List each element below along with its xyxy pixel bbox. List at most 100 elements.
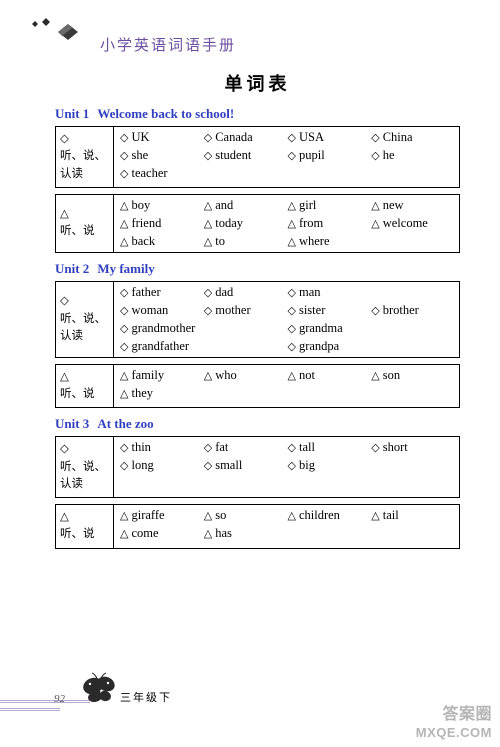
word-text: China: [383, 130, 413, 145]
watermark-line1: 答案圈: [416, 705, 492, 725]
box-content: ◇father◇dad◇man◇woman◇mother◇sister◇brot…: [114, 282, 459, 357]
watermark-line2: MXQE.COM: [416, 725, 492, 741]
word-text: they: [131, 386, 153, 401]
box-content: △giraffe△so△children△tail△come△has: [114, 505, 459, 548]
word-item: △has: [204, 526, 286, 541]
word-text: grandfather: [131, 339, 189, 354]
triangle-icon: △: [120, 369, 128, 382]
word-item: ◇woman: [120, 303, 202, 318]
diamond-icon: ◇: [204, 441, 212, 454]
diamond-icon: ◇: [288, 322, 296, 335]
vocab-box: ◇听、说、认读◇father◇dad◇man◇woman◇mother◇sist…: [55, 281, 460, 358]
word-text: brother: [383, 303, 419, 318]
word-text: fat: [215, 440, 228, 455]
unit-name: At the zoo: [97, 416, 153, 431]
triangle-icon: △: [204, 235, 212, 248]
triangle-icon: △: [120, 235, 128, 248]
word-item: △son: [371, 368, 453, 383]
word-item: △so: [204, 508, 286, 523]
word-item: △children: [288, 508, 370, 523]
diamond-icon: ◇: [204, 304, 212, 317]
diamond-icon: ◇: [120, 149, 128, 162]
triangle-icon: △: [288, 217, 296, 230]
page: 小学英语词语手册 单词表 Unit 1Welcome back to schoo…: [0, 0, 500, 549]
page-number: 92: [54, 693, 65, 705]
word-text: student: [215, 148, 251, 163]
unit-number: Unit 1: [55, 106, 89, 121]
word-item: ◇pupil: [288, 148, 370, 163]
triangle-icon: △: [288, 199, 296, 212]
box-category-line: △: [60, 369, 109, 386]
footer-rule-1: [0, 700, 90, 703]
word-item: △girl: [288, 198, 370, 213]
word-text: welcome: [383, 216, 428, 231]
box-category-line: △: [60, 206, 109, 223]
word-text: from: [299, 216, 323, 231]
word-item: [371, 285, 453, 300]
word-item: △tail: [371, 508, 453, 523]
diamond-icon: ◇: [288, 286, 296, 299]
triangle-icon: △: [120, 199, 128, 212]
word-item: ◇mother: [204, 303, 286, 318]
box-category-line: 听、说: [60, 223, 109, 240]
vocab-box: △听、说△giraffe△so△children△tail△come△has: [55, 504, 460, 549]
vocab-box: △听、说△family△who△not△son△they: [55, 364, 460, 409]
word-item: ◇man: [288, 285, 370, 300]
word-item: △not: [288, 368, 370, 383]
box-category-line: 认读: [60, 328, 109, 345]
word-text: he: [383, 148, 395, 163]
box-category-label: △听、说: [56, 505, 114, 548]
word-text: Canada: [215, 130, 252, 145]
footer-rule-2: [0, 708, 60, 711]
diamond-icon: ◇: [204, 131, 212, 144]
box-category-line: ◇: [60, 441, 109, 458]
unit-title: Unit 2My family: [55, 261, 460, 277]
unit-number: Unit 2: [55, 261, 89, 276]
word-text: family: [131, 368, 164, 383]
triangle-icon: △: [288, 369, 296, 382]
word-text: USA: [299, 130, 324, 145]
diamond-icon: ◇: [371, 441, 379, 454]
word-item: ◇USA: [288, 130, 370, 145]
word-text: UK: [131, 130, 149, 145]
diamond-icon: ◇: [120, 304, 128, 317]
box-content: △boy△and△girl△new△friend△today△from△welc…: [114, 195, 459, 252]
triangle-icon: △: [120, 509, 128, 522]
word-text: sister: [299, 303, 325, 318]
word-item: △family: [120, 368, 202, 383]
triangle-icon: △: [204, 217, 212, 230]
box-category-label: ◇听、说、认读: [56, 282, 114, 357]
word-item: △from: [288, 216, 370, 231]
triangle-icon: △: [371, 369, 379, 382]
triangle-icon: △: [204, 199, 212, 212]
word-text: has: [215, 526, 232, 541]
box-category-line: ◇: [60, 293, 109, 310]
diamond-icon: ◇: [371, 304, 379, 317]
word-item: △back: [120, 234, 202, 249]
word-text: woman: [131, 303, 168, 318]
word-text: children: [299, 508, 340, 523]
box-category-line: ◇: [60, 131, 109, 148]
word-text: grandmother: [131, 321, 195, 336]
diamond-icon: ◇: [371, 131, 379, 144]
box-category-line: 认读: [60, 166, 109, 183]
box-content: △family△who△not△son△they: [114, 365, 459, 408]
word-item: ◇she: [120, 148, 202, 163]
word-item: ◇grandmother: [120, 321, 286, 336]
word-item: △to: [204, 234, 286, 249]
word-item: ◇father: [120, 285, 202, 300]
box-category-label: △听、说: [56, 195, 114, 252]
triangle-icon: △: [120, 527, 128, 540]
word-item: ◇small: [204, 458, 286, 473]
unit-number: Unit 3: [55, 416, 89, 431]
diamond-icon: ◇: [120, 167, 128, 180]
word-item: ◇long: [120, 458, 202, 473]
watermark: 答案圈 MXQE.COM: [416, 705, 492, 741]
word-text: who: [215, 368, 237, 383]
triangle-icon: △: [204, 369, 212, 382]
vocab-box: △听、说△boy△and△girl△new△friend△today△from△…: [55, 194, 460, 253]
word-text: she: [131, 148, 148, 163]
word-text: to: [215, 234, 225, 249]
word-item: ◇Canada: [204, 130, 286, 145]
diamond-icon: ◇: [120, 441, 128, 454]
